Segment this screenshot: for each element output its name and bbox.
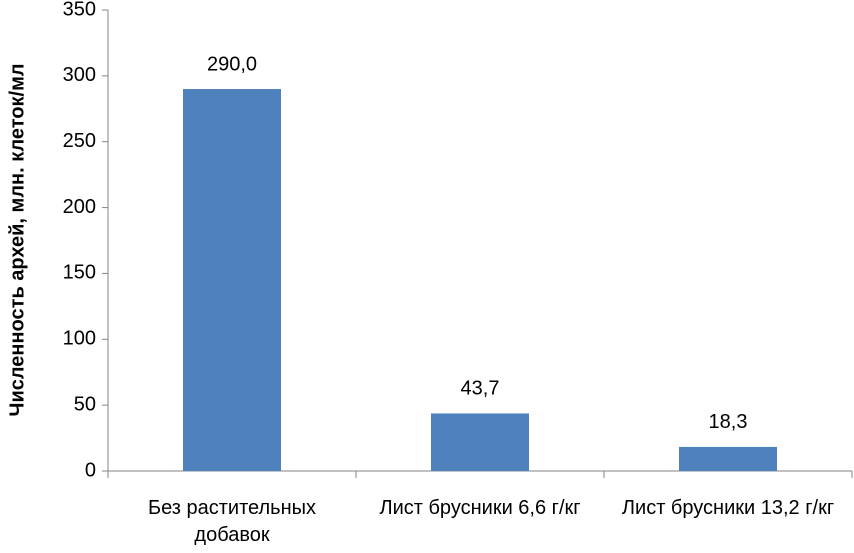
x-tick-label: Лист брусники 6,6 г/кг: [379, 497, 581, 519]
bar: [183, 89, 281, 472]
value-label: 43,7: [461, 378, 500, 400]
y-tick-label: 0: [85, 459, 96, 481]
value-label: 18,3: [709, 411, 748, 433]
y-tick-label: 300: [63, 64, 96, 86]
y-tick-label: 200: [63, 196, 96, 218]
y-tick-label: 250: [63, 130, 96, 152]
y-tick-label: 50: [74, 393, 96, 415]
y-tick-label: 350: [63, 0, 96, 20]
x-tick-label: Лист брусники 13,2 г/кг: [621, 497, 835, 519]
bar: [679, 446, 777, 471]
value-label: 290,0: [207, 53, 257, 75]
bar: [431, 413, 529, 471]
x-tick-label: Без растительных добавок: [147, 497, 317, 546]
y-tick-label: 150: [63, 262, 96, 284]
y-axis-label: Численность архей, млн. клеток/мл: [6, 63, 28, 416]
y-tick-label: 100: [63, 328, 96, 350]
